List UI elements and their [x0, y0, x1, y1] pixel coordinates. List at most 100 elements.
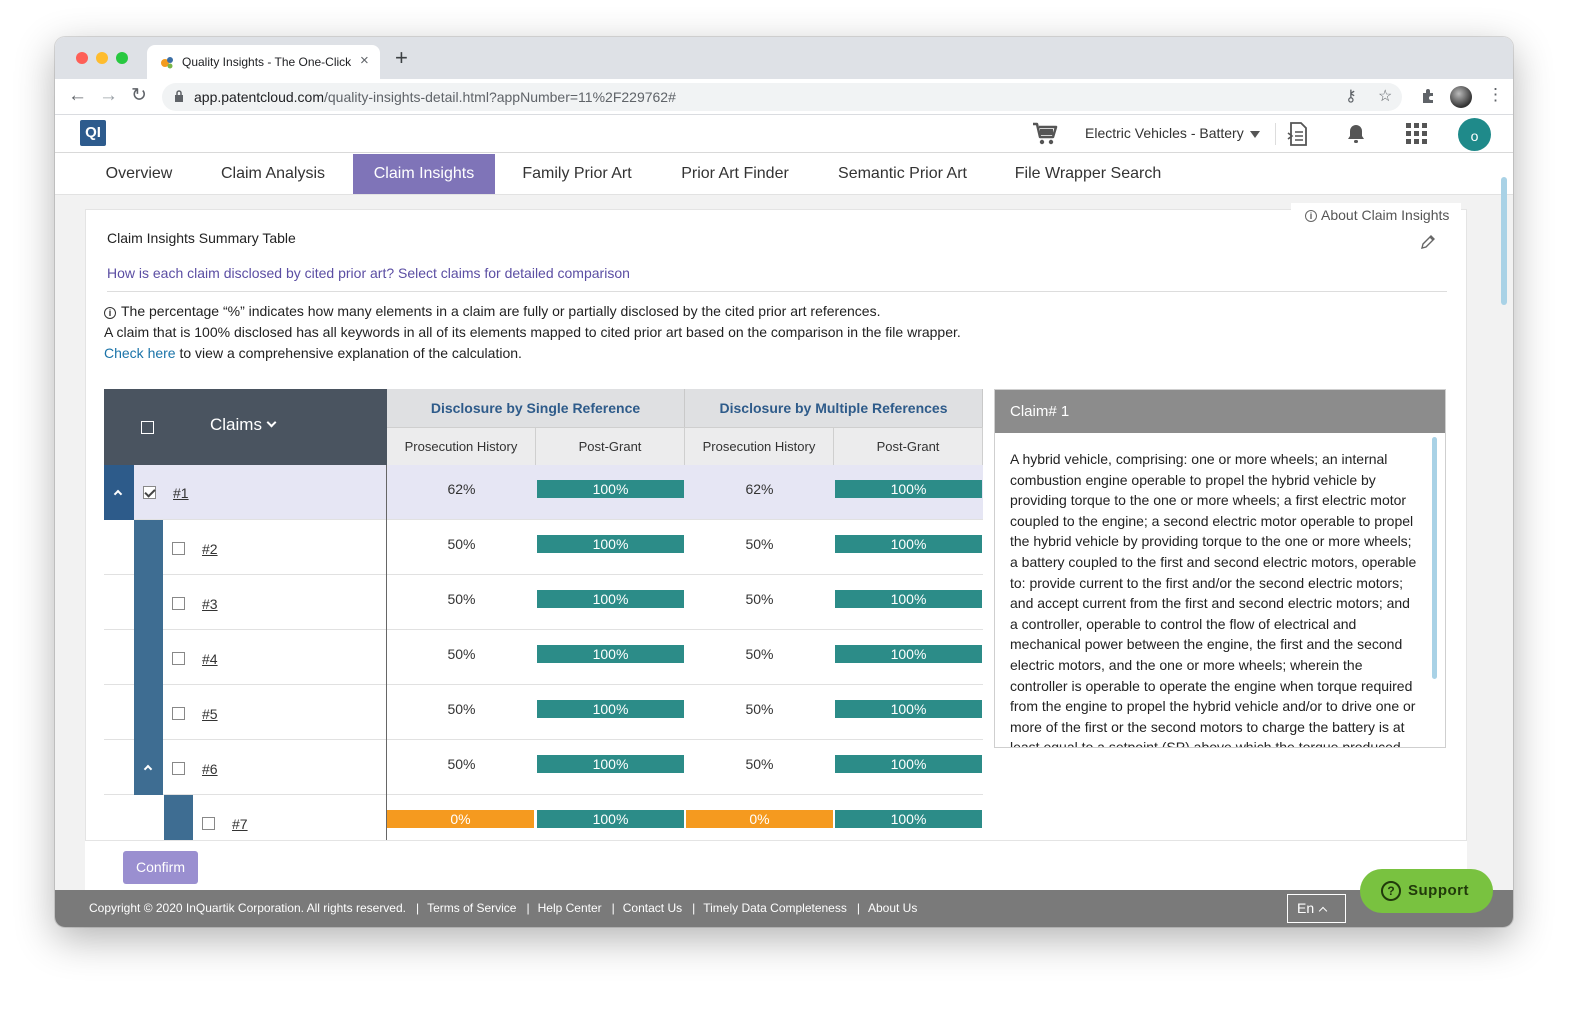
single-postgrant-bar: 100%	[537, 700, 684, 718]
about-claim-insights-link[interactable]: i About Claim Insights	[1291, 203, 1461, 231]
contact-us-link[interactable]: Contact Us	[622, 901, 683, 915]
tab-overview[interactable]: Overview	[105, 165, 173, 182]
browser-tab[interactable]: Quality Insights - The One-Click ×	[147, 45, 380, 79]
claim-link[interactable]: #3	[202, 596, 218, 612]
single-postgrant-bar: 100%	[537, 590, 684, 608]
claim-link[interactable]: #5	[202, 706, 218, 722]
info-line-check-here: Check here to view a comprehensive expla…	[104, 345, 522, 361]
tab-semantic-prior-art[interactable]: Semantic Prior Art	[838, 165, 967, 182]
table-row[interactable]: #3 50% 100% 50% 100%	[104, 575, 983, 630]
edit-pen-icon[interactable]	[1419, 233, 1437, 251]
subheader-single-postgrant: Post-Grant	[536, 427, 685, 465]
tab-prior-art-finder[interactable]: Prior Art Finder	[681, 165, 789, 182]
claims-sort-dropdown[interactable]: Claims	[210, 415, 277, 435]
table-row[interactable]: #4 50% 100% 50% 100%	[104, 630, 983, 685]
cart-icon[interactable]	[1031, 121, 1059, 147]
claim-checkbox[interactable]	[172, 542, 185, 555]
claim-link[interactable]: #1	[173, 485, 189, 501]
claim-link[interactable]: #6	[202, 761, 218, 777]
chevron-up-icon[interactable]	[143, 764, 153, 774]
url-text: app.patentcloud.com/quality-insights-det…	[194, 89, 676, 105]
claim-checkbox[interactable]	[172, 762, 185, 775]
close-window-button[interactable]	[76, 52, 88, 64]
single-prosecution-value: 50%	[447, 646, 476, 662]
tree-indent	[134, 520, 163, 575]
language-selector[interactable]: En	[1287, 894, 1346, 923]
tab-family-prior-art[interactable]: Family Prior Art	[522, 165, 632, 182]
claim-checkbox[interactable]	[143, 486, 156, 499]
about-us-link[interactable]: About Us	[867, 901, 918, 915]
tree-indent	[164, 795, 193, 840]
minimize-window-button[interactable]	[96, 52, 108, 64]
single-prosecution-value: 50%	[447, 591, 476, 607]
single-postgrant-bar: 100%	[537, 480, 684, 498]
claim-checkbox[interactable]	[202, 817, 215, 830]
info-icon: i	[1305, 210, 1317, 222]
tab-claim-analysis[interactable]: Claim Analysis	[220, 165, 326, 182]
database-selector[interactable]: Electric Vehicles - Battery	[1085, 125, 1260, 141]
close-tab-icon[interactable]: ×	[360, 52, 369, 69]
page-scrollbar[interactable]	[1501, 177, 1507, 305]
claim-text: A hybrid vehicle, comprising: one or mor…	[1010, 451, 1417, 748]
browser-profile-avatar[interactable]	[1450, 86, 1472, 108]
star-icon[interactable]: ☆	[1378, 88, 1393, 105]
divider	[107, 291, 1447, 292]
timely-data-link[interactable]: Timely Data Completeness	[703, 901, 847, 915]
tree-indent	[134, 740, 163, 795]
group-header-multiple-references: Disclosure by Multiple References	[685, 389, 983, 427]
single-prosecution-bar: 0%	[387, 810, 534, 828]
claim-checkbox[interactable]	[172, 652, 185, 665]
back-arrow-icon[interactable]: ←	[68, 85, 87, 106]
bell-icon[interactable]	[1344, 122, 1368, 146]
single-prosecution-value: 50%	[447, 701, 476, 717]
table-row[interactable]: #1 62% 100% 62% 100%	[104, 465, 983, 520]
select-all-checkbox[interactable]	[141, 421, 154, 434]
reload-icon[interactable]: ↻	[131, 85, 147, 106]
lock-icon	[175, 90, 183, 102]
help-center-link[interactable]: Help Center	[537, 901, 602, 915]
multi-postgrant-bar: 100%	[835, 645, 982, 663]
claim-link[interactable]: #4	[202, 651, 218, 667]
info-line-percentage: i The percentage “%” indicates how many e…	[104, 303, 880, 319]
footer: Copyright © 2020 InQuartik Corporation. …	[55, 890, 1513, 927]
claim-panel-scrollbar[interactable]	[1432, 437, 1437, 679]
app-logo[interactable]: QI	[80, 120, 106, 146]
claim-link[interactable]: #2	[202, 541, 218, 557]
table-row[interactable]: #2 50% 100% 50% 100%	[104, 520, 983, 575]
claim-checkbox[interactable]	[172, 597, 185, 610]
multi-prosecution-value: 50%	[745, 591, 774, 607]
apps-grid-icon[interactable]	[1406, 123, 1428, 145]
multi-prosecution-value: 50%	[745, 756, 774, 772]
key-icon[interactable]: ⚷	[1345, 88, 1357, 105]
browser-toolbar: ← → ↻ app.patentcloud.com/quality-insigh…	[55, 79, 1513, 115]
chevron-up-icon[interactable]	[113, 489, 123, 499]
tab-file-wrapper-search[interactable]: File Wrapper Search	[1014, 165, 1162, 182]
user-avatar[interactable]: o	[1458, 118, 1491, 151]
app-header: QI Electric Vehicles - Battery o	[55, 115, 1513, 153]
claim-checkbox[interactable]	[172, 707, 185, 720]
confirm-button[interactable]: Confirm	[123, 851, 198, 884]
check-here-link[interactable]: Check here	[104, 345, 176, 361]
claim-link[interactable]: #7	[232, 816, 248, 832]
table-row[interactable]: #6 50% 100% 50% 100%	[104, 740, 983, 795]
terms-link[interactable]: Terms of Service	[427, 901, 517, 915]
extensions-icon[interactable]	[1420, 88, 1436, 104]
table-row[interactable]: #7 0% 100% 0% 100%	[104, 795, 983, 840]
claim-text-panel: Claim# 1 A hybrid vehicle, comprising: o…	[994, 389, 1446, 748]
new-tab-button[interactable]: +	[395, 45, 408, 70]
tab-claim-insights[interactable]: Claim Insights	[353, 154, 495, 194]
single-prosecution-value: 50%	[447, 756, 476, 772]
multi-prosecution-value: 50%	[745, 536, 774, 552]
table-row[interactable]: #5 50% 100% 50% 100%	[104, 685, 983, 740]
info-icon: i	[104, 307, 116, 319]
document-export-icon[interactable]	[1287, 121, 1309, 147]
browser-menu-icon[interactable]: ⋮	[1487, 85, 1504, 104]
tree-indent	[134, 575, 163, 630]
forward-arrow-icon[interactable]: →	[99, 85, 118, 106]
maximize-window-button[interactable]	[116, 52, 128, 64]
address-bar[interactable]: app.patentcloud.com/quality-insights-det…	[162, 83, 1402, 111]
support-button[interactable]: ? Support	[1360, 869, 1493, 913]
footer-links: Copyright © 2020 InQuartik Corporation. …	[89, 901, 918, 915]
summary-table-title: Claim Insights Summary Table	[107, 230, 296, 246]
site-favicon-icon	[161, 57, 173, 69]
